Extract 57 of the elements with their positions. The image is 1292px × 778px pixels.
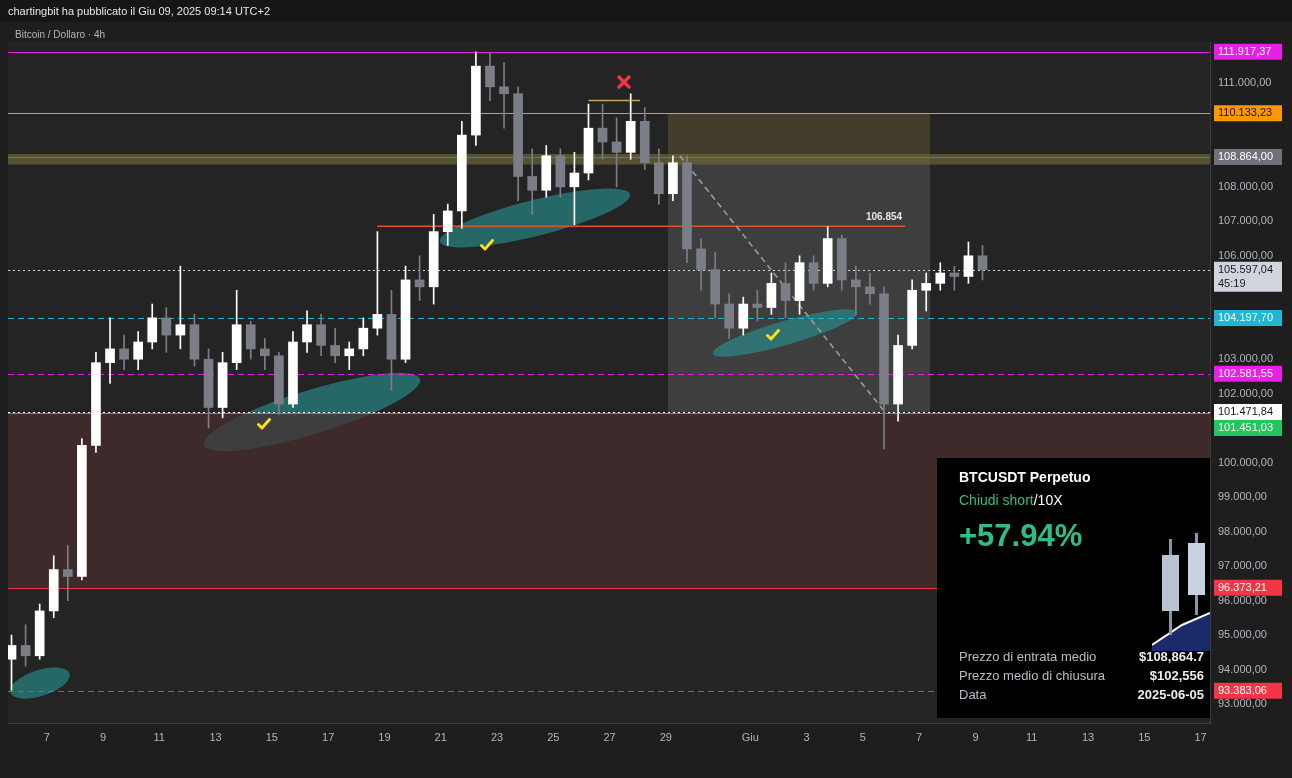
y-tick-label: 102.000,00 xyxy=(1218,386,1274,399)
text: chartingbit ha pubblicato il Giu 09, 2025 09:14 UTC+2 xyxy=(8,5,271,17)
x-tick-label: 15 xyxy=(265,730,278,743)
y-tick-label: 98.000,00 xyxy=(1218,524,1267,537)
y-tick-label: 100.000,00 xyxy=(1218,455,1274,468)
text: Chiudi short/10X xyxy=(959,492,1063,508)
text: BTCUSDT Perpetuo xyxy=(959,469,1091,485)
y-tick-label: 99.000,00 xyxy=(1218,490,1267,503)
annotation: Data xyxy=(959,687,987,702)
y-tick-label: 106.000,00 xyxy=(1218,248,1274,261)
chart-title: Bitcoin / Dollaro · 4h xyxy=(15,29,106,40)
ref-line-label: 111.917,37 xyxy=(1218,44,1272,57)
x-tick-label: 9 xyxy=(972,730,979,743)
ref-line-label: 102.581,55 xyxy=(1218,366,1274,379)
ref-line-label: 108.864,00 xyxy=(1218,150,1274,163)
x-tick-label: 17 xyxy=(1194,730,1207,743)
x-tick-label: 21 xyxy=(434,730,447,743)
y-tick-label: 97.000,00 xyxy=(1218,559,1267,572)
x-tick-label: 5 xyxy=(859,730,866,743)
annotation: 106.854 xyxy=(865,211,903,223)
annotation: $108,864.7 xyxy=(1138,649,1204,664)
y-tick-label: 108.000,00 xyxy=(1218,179,1274,192)
annotation: +57.94% xyxy=(959,518,1083,554)
ref-line-label: 104.197,70 xyxy=(1218,310,1274,323)
y-tick-label: 103.000,00 xyxy=(1218,352,1274,365)
annotation: 2025-06-05 xyxy=(1137,687,1204,702)
x-tick-label: 3 xyxy=(803,730,810,743)
annotation: $102,556 xyxy=(1149,668,1204,683)
y-tick-label: 93.000,00 xyxy=(1218,697,1267,710)
ref-line-label: 105.597,04 45:19 xyxy=(1218,262,1274,289)
x-tick-label: 27 xyxy=(603,730,616,743)
y-tick-label: 96.000,00 xyxy=(1218,593,1267,606)
x-tick-label: 11 xyxy=(153,730,165,743)
annotation: Prezzo medio di chiusura xyxy=(959,668,1105,683)
x-tick-label: 23 xyxy=(490,730,504,743)
x-tick-label: 7 xyxy=(916,730,923,743)
x-tick-label: 11 xyxy=(1026,730,1038,743)
x-tick-label: 19 xyxy=(378,730,391,743)
x-tick-label: 15 xyxy=(1138,730,1151,743)
y-tick-label: 95.000,00 xyxy=(1218,628,1267,641)
x-tick-label: Giu xyxy=(741,730,759,743)
ref-line-label: 96.373,21 xyxy=(1218,580,1267,593)
ref-line-label: 110.133,23 xyxy=(1218,106,1273,119)
y-tick-label: 94.000,00 xyxy=(1218,662,1267,675)
x-tick-label: 13 xyxy=(209,730,222,743)
ref-line-label: 101.471,84 xyxy=(1218,404,1274,417)
x-tick-label: 17 xyxy=(322,730,335,743)
y-tick-label: 107.000,00 xyxy=(1218,214,1274,227)
annotation: Prezzo di entrata medio xyxy=(959,649,1097,664)
ref-line-label: 101.451,03 xyxy=(1218,420,1274,433)
x-tick-label: 29 xyxy=(659,730,672,743)
x-tick-label: 13 xyxy=(1081,730,1095,743)
ref-line-label: 93.383,06 xyxy=(1218,683,1267,696)
x-tick-label: 7 xyxy=(43,730,50,743)
y-tick-label: 111.000,00 xyxy=(1218,76,1272,89)
x-tick-label: 25 xyxy=(547,730,560,743)
x-tick-label: 9 xyxy=(99,730,107,743)
